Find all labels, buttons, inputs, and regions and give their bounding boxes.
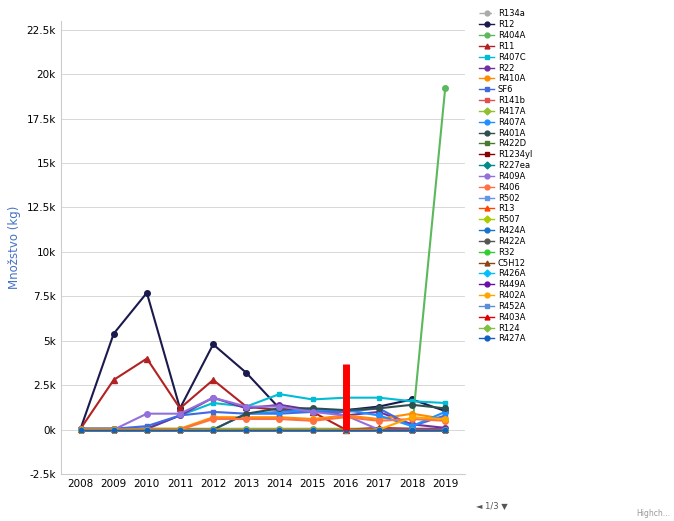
- Y-axis label: Množstvo (kg): Množstvo (kg): [8, 206, 21, 289]
- Text: ◄ 1/3 ▼: ◄ 1/3 ▼: [476, 501, 508, 510]
- Legend: R134a, R12, R404A, R11, R407C, R22, R410A, SF6, R141b, R417A, R407A, R401A, R422: R134a, R12, R404A, R11, R407C, R22, R410…: [479, 9, 532, 343]
- Text: Highch…: Highch…: [636, 510, 671, 518]
